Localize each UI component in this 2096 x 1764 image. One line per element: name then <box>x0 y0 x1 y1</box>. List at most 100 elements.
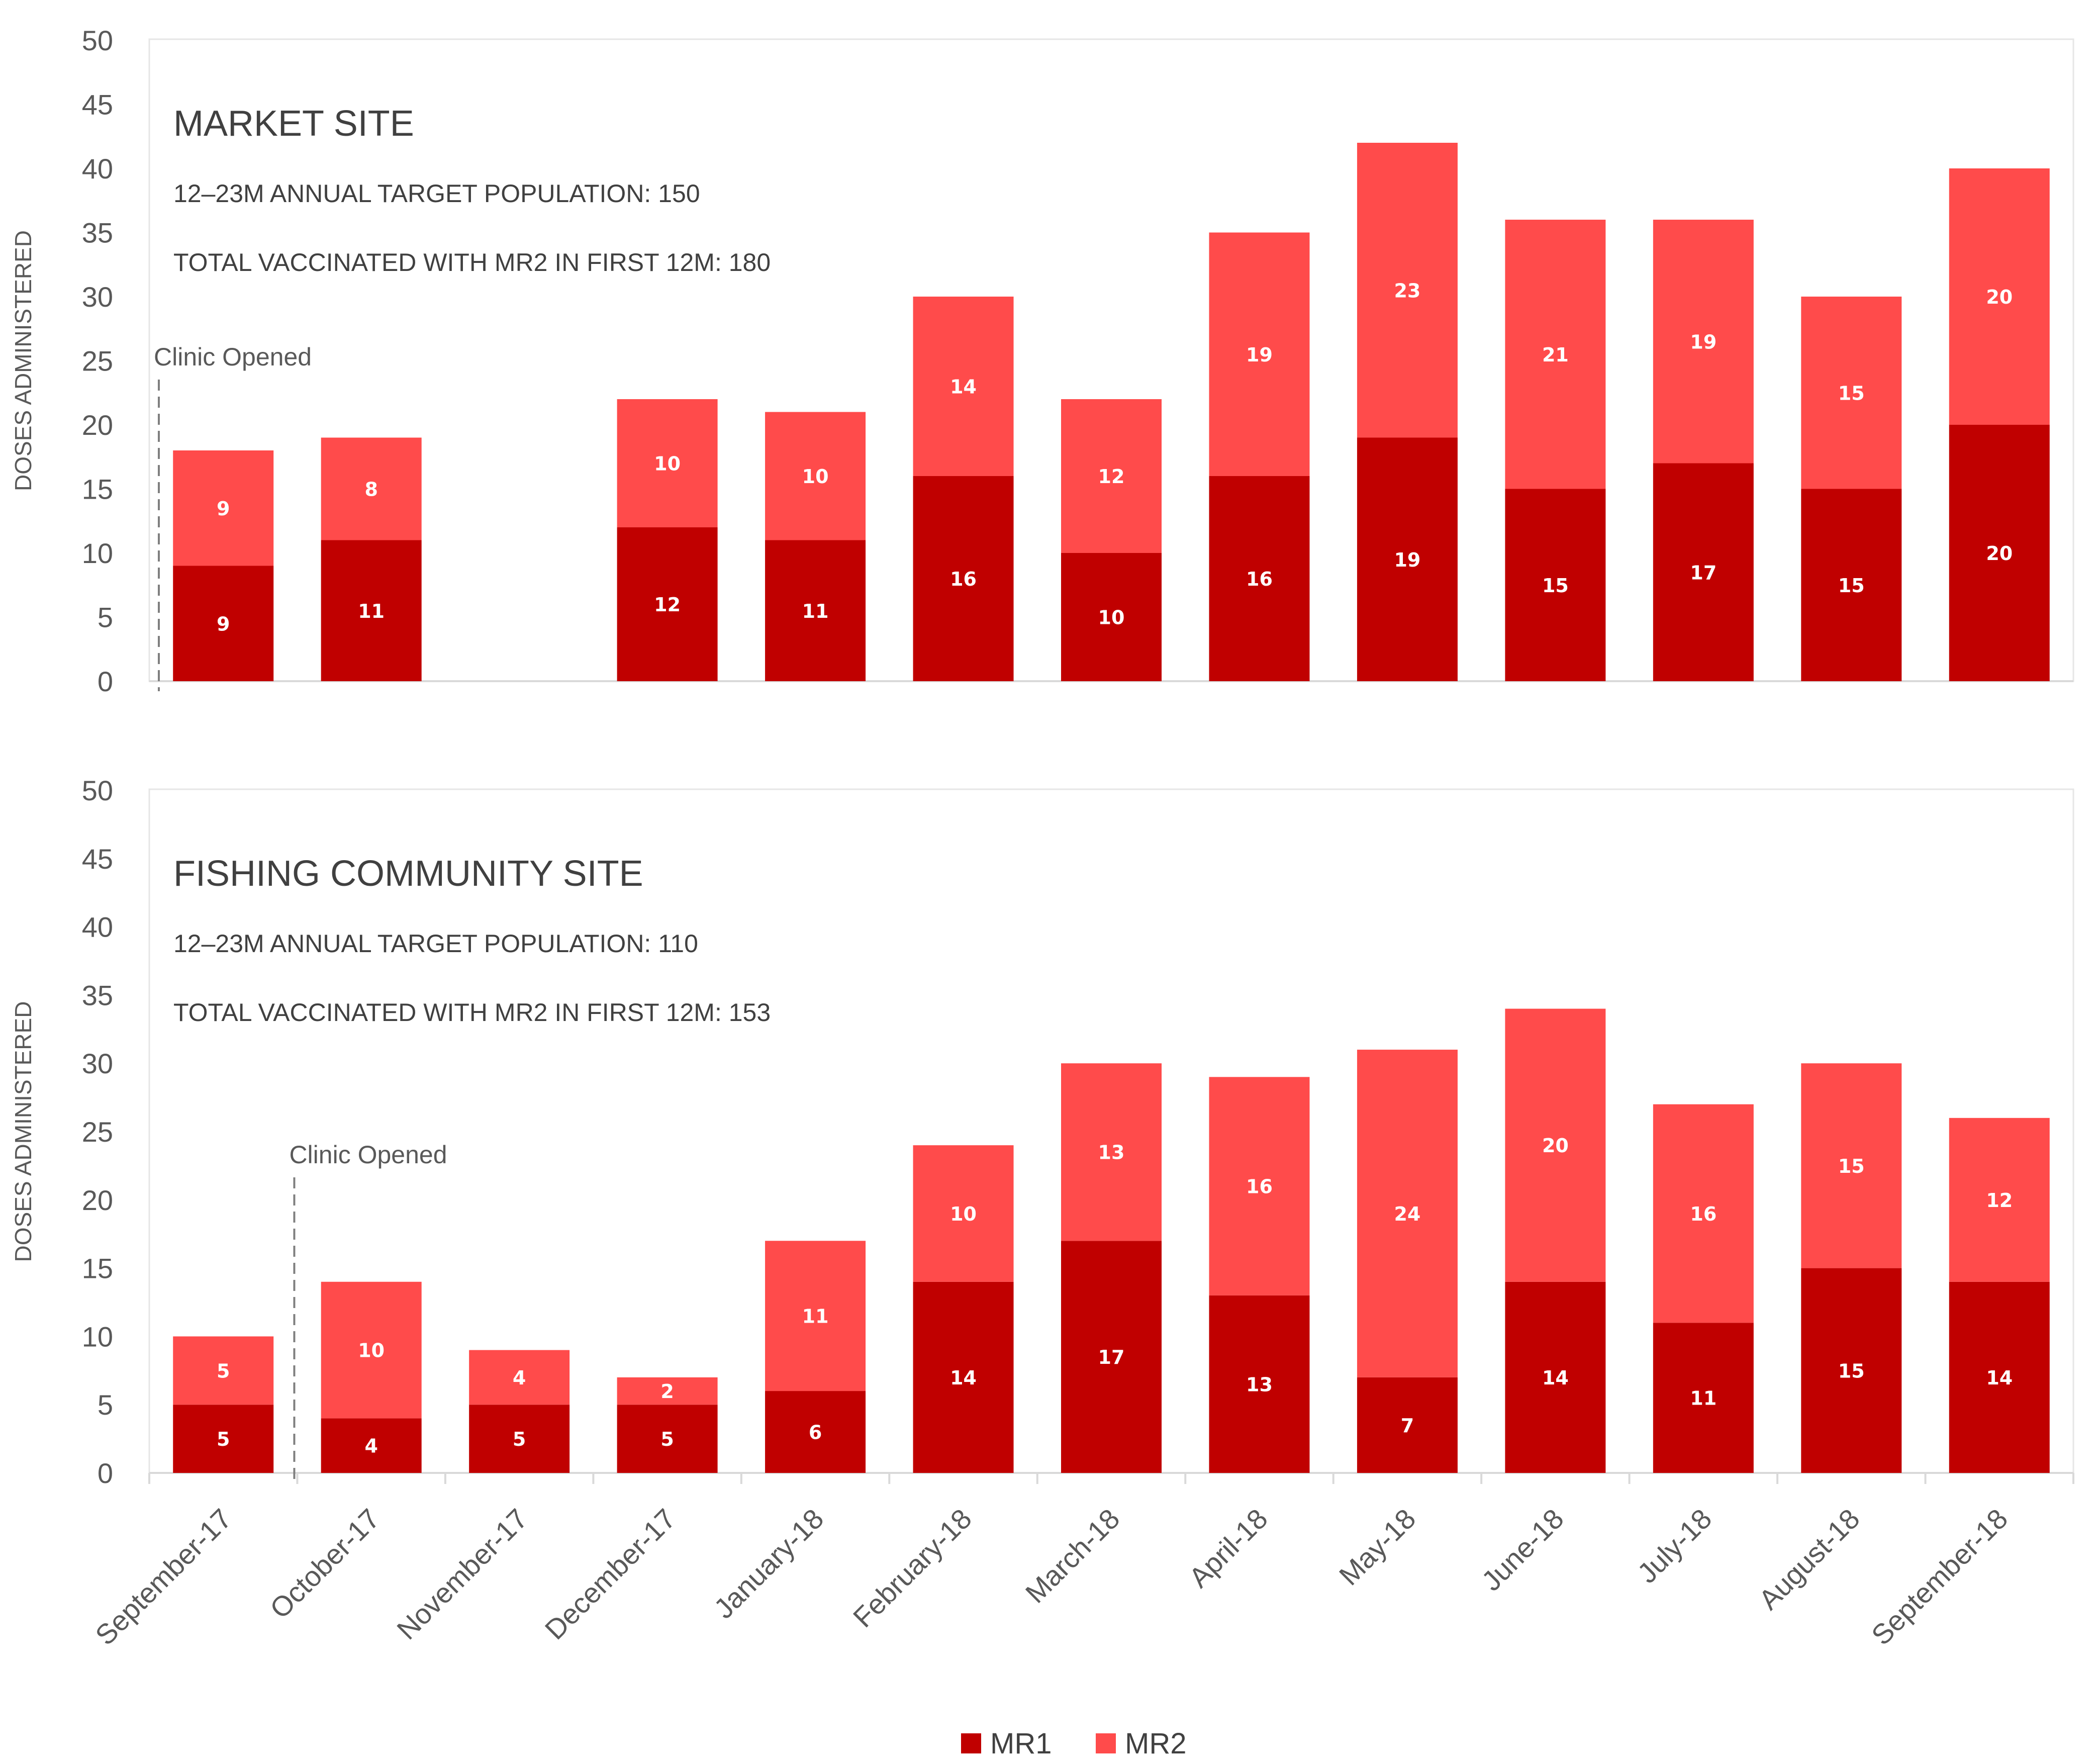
legend: MR1 MR2 <box>961 1727 1186 1760</box>
bar-mr2 <box>469 1350 570 1405</box>
bar-group: 11 8 <box>321 437 422 681</box>
legend-item-mr2: MR2 <box>1096 1727 1186 1760</box>
y-tick-label: 0 <box>98 666 113 697</box>
panel-market: 0 5 10 15 20 25 30 35 40 45 50 DOSES ADMINISTERED MA… <box>10 25 2074 697</box>
bar-mr1 <box>1061 553 1162 681</box>
data-label-mr1: 13 <box>1246 1373 1273 1396</box>
bar-group: 11 16 <box>1653 1104 1754 1473</box>
bar-mr2 <box>765 1241 866 1391</box>
bar-mr2 <box>1357 143 1458 438</box>
bar-mr2 <box>1209 232 1310 476</box>
data-label-mr1: 14 <box>1986 1367 2013 1389</box>
bar-mr1 <box>1801 489 1902 681</box>
bar-mr2 <box>765 412 866 540</box>
data-label-mr2: 24 <box>1394 1203 1420 1225</box>
y-tick-label: 10 <box>82 1321 113 1352</box>
y-tick-label: 45 <box>82 843 113 875</box>
bar-group: 6 11 <box>765 1241 866 1473</box>
bar-mr1 <box>1061 1241 1162 1473</box>
data-label-mr2: 16 <box>1690 1203 1717 1225</box>
bar-mr1 <box>173 1405 274 1473</box>
bar-mr1 <box>1357 437 1458 681</box>
bar-group: 12 10 <box>617 399 718 681</box>
data-label-mr1: 10 <box>1098 607 1125 629</box>
bar-group: 10 12 <box>1061 399 1162 681</box>
data-label-mr2: 8 <box>364 479 377 501</box>
bar-group: 54 <box>469 1350 570 1473</box>
data-label-mr2: 9 <box>217 498 230 520</box>
data-label-mr1: 6 <box>809 1422 822 1444</box>
y-tick-label: 25 <box>82 345 113 377</box>
panel-subtitle-total: TOTAL VACCINATED WITH MR2 IN FIRST 12M: … <box>173 998 771 1027</box>
x-tick-label: August-18 <box>1753 1503 1866 1616</box>
y-tick-label: 50 <box>82 25 113 56</box>
y-tick-label: 10 <box>82 537 113 569</box>
panel-title: MARKET SITE <box>173 104 414 144</box>
bar-mr1 <box>617 527 718 681</box>
data-label-mr2: 13 <box>1098 1142 1125 1164</box>
bar-mr1 <box>913 476 1014 681</box>
bar-group: 99 <box>173 450 274 681</box>
data-label-mr1: 11 <box>358 600 385 622</box>
y-tick-label: 40 <box>82 153 113 184</box>
legend-swatch-mr2 <box>1096 1733 1116 1753</box>
bar-mr2 <box>1505 1008 1606 1282</box>
bar-mr2 <box>1653 1104 1754 1323</box>
data-label-mr2: 11 <box>802 1306 829 1328</box>
bar-mr1 <box>617 1405 718 1473</box>
bar-mr2 <box>1357 1050 1458 1377</box>
data-label-mr2: 10 <box>950 1203 977 1225</box>
data-label-mr1: 17 <box>1098 1346 1125 1368</box>
bar-mr1 <box>321 1418 422 1473</box>
data-label-mr2: 10 <box>358 1340 385 1362</box>
bar-mr1 <box>913 1281 1014 1473</box>
data-label-mr2: 15 <box>1838 382 1865 404</box>
data-label-mr1: 14 <box>1542 1367 1569 1389</box>
x-tick-label: September-17 <box>89 1503 237 1651</box>
y-tick-label: 30 <box>82 281 113 313</box>
panel-subtitle-total: TOTAL VACCINATED WITH MR2 IN FIRST 12M: … <box>173 248 771 276</box>
data-label-mr2: 10 <box>802 466 829 488</box>
data-label-mr1: 5 <box>217 1428 230 1450</box>
data-label-mr2: 21 <box>1542 344 1569 366</box>
bar-group: 55 <box>173 1336 274 1473</box>
data-label-mr1: 17 <box>1690 562 1717 584</box>
bar-mr2 <box>1061 399 1162 553</box>
data-label-mr1: 15 <box>1542 575 1569 597</box>
bar-mr1 <box>1505 1281 1606 1473</box>
bar-mr2 <box>617 1377 718 1405</box>
bar-mr2 <box>1209 1077 1310 1295</box>
data-label-mr1: 9 <box>217 613 230 635</box>
bar-group: 14 20 <box>1505 1008 1606 1473</box>
data-label-mr2: 20 <box>1986 286 2013 308</box>
bar-mr1 <box>1653 463 1754 681</box>
bar-group: 11 10 <box>765 412 866 681</box>
panel-title: FISHING COMMUNITY SITE <box>173 854 643 894</box>
x-axis-categories: September-17 October-17 November-17 Decembe… <box>89 1473 2074 1651</box>
clinic-opened-label: Clinic Opened <box>154 343 312 371</box>
bar-mr2 <box>321 1281 422 1419</box>
x-tick-label: October-17 <box>264 1503 386 1625</box>
data-label-mr1: 20 <box>1986 542 2013 565</box>
y-tick-label: 30 <box>82 1048 113 1079</box>
data-label-mr2: 19 <box>1246 344 1273 366</box>
bar-mr2 <box>1505 220 1606 489</box>
x-tick-label: May-18 <box>1333 1503 1422 1592</box>
bar-mr1 <box>1949 425 2050 681</box>
x-tick-label: December-17 <box>539 1503 682 1645</box>
panel-subtitle-target: 12–23M ANNUAL TARGET POPULATION: 110 <box>173 930 698 958</box>
data-label-mr1: 12 <box>654 594 681 616</box>
y-tick-label: 25 <box>82 1116 113 1148</box>
x-tick-label: July-18 <box>1631 1503 1718 1589</box>
data-label-mr2: 23 <box>1394 280 1420 302</box>
bar-group: 14 12 <box>1949 1118 2050 1473</box>
data-label-mr1: 16 <box>1246 568 1273 590</box>
